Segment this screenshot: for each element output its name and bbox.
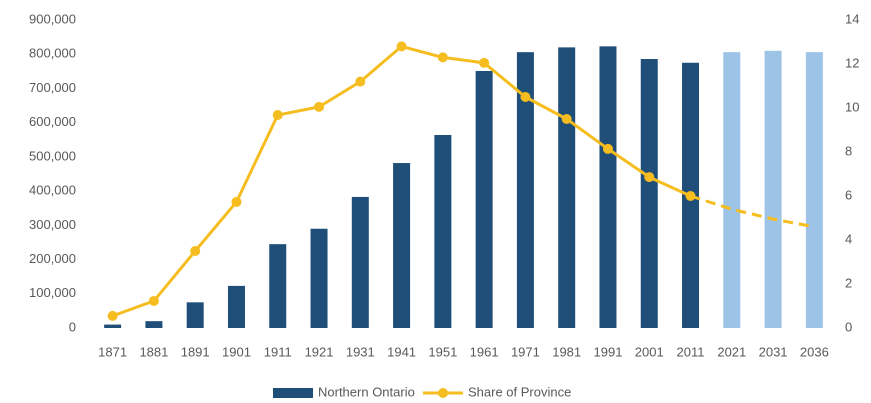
x-tick-label: 2036 (800, 344, 829, 359)
y2-tick-label: 6 (845, 187, 852, 202)
y2-tick-label: 0 (845, 319, 852, 334)
line-marker (190, 246, 201, 256)
line-marker (685, 191, 696, 201)
x-tick-label: 2021 (717, 344, 746, 359)
x-tick-label: 1901 (222, 344, 251, 359)
y2-tick-label: 10 (845, 99, 859, 114)
x-tick-label: 1971 (511, 344, 540, 359)
y-tick-label: 900,000 (29, 11, 76, 26)
line-marker (520, 92, 531, 102)
line-marker (437, 52, 448, 63)
bar (805, 52, 823, 329)
x-tick-label: 1961 (470, 344, 499, 359)
bar (640, 59, 658, 328)
y-tick-label: 800,000 (29, 46, 76, 61)
x-tick-label: 2001 (635, 344, 664, 359)
y2-tick-label: 2 (845, 275, 852, 290)
bar (227, 285, 245, 328)
x-tick-label: 1951 (428, 344, 457, 359)
x-tick-label: 1941 (387, 344, 416, 359)
y2-tick-label: 8 (845, 143, 852, 158)
x-tick-label: 1911 (264, 344, 292, 359)
x-tick-label: 1921 (305, 344, 334, 359)
bar (558, 47, 576, 328)
bar (186, 302, 204, 328)
bar (351, 196, 369, 328)
x-tick-label: 1871 (98, 344, 127, 359)
legend-swatch (438, 388, 448, 398)
line-marker (148, 295, 159, 306)
legend-label: Northern Ontario (318, 384, 415, 399)
line-marker (314, 101, 325, 112)
line-marker (355, 76, 366, 87)
x-tick-label: 1891 (181, 344, 210, 359)
bar (723, 52, 741, 329)
y2-tick-label: 4 (845, 231, 852, 246)
bar (145, 321, 163, 328)
x-tick-label: 1981 (552, 344, 581, 359)
line-marker (561, 114, 572, 124)
bar (516, 52, 534, 329)
y-tick-label: 0 (69, 319, 76, 334)
x-tick-label: 2031 (759, 344, 788, 359)
y-tick-label: 200,000 (29, 251, 76, 266)
y2-tick-label: 14 (845, 11, 859, 26)
x-tick-label: 1931 (346, 344, 375, 359)
bar (475, 70, 493, 328)
bar (393, 163, 411, 328)
x-tick-label: 1991 (594, 344, 623, 359)
legend-label: Share of Province (468, 384, 571, 399)
y-tick-label: 500,000 (29, 148, 76, 163)
line-marker (479, 57, 490, 68)
line-marker (602, 143, 613, 154)
bar (599, 46, 617, 329)
y-tick-label: 400,000 (29, 183, 76, 198)
bar (269, 244, 287, 328)
y-tick-label: 700,000 (29, 80, 76, 95)
line-marker (396, 41, 407, 52)
line-marker (107, 310, 118, 321)
line-marker (272, 110, 283, 121)
line-marker (231, 196, 242, 207)
legend-swatch (273, 388, 313, 398)
y-tick-label: 600,000 (29, 114, 76, 129)
y2-tick-label: 12 (845, 55, 859, 70)
y-tick-label: 100,000 (29, 285, 76, 300)
line-projection (690, 194, 815, 229)
bar (434, 134, 452, 328)
bar (104, 324, 122, 328)
line-marker (644, 172, 655, 183)
bar (310, 228, 328, 328)
x-tick-label: 2011 (677, 344, 705, 359)
bar (764, 50, 782, 329)
x-tick-label: 1881 (139, 344, 168, 359)
y-tick-label: 300,000 (29, 217, 76, 232)
